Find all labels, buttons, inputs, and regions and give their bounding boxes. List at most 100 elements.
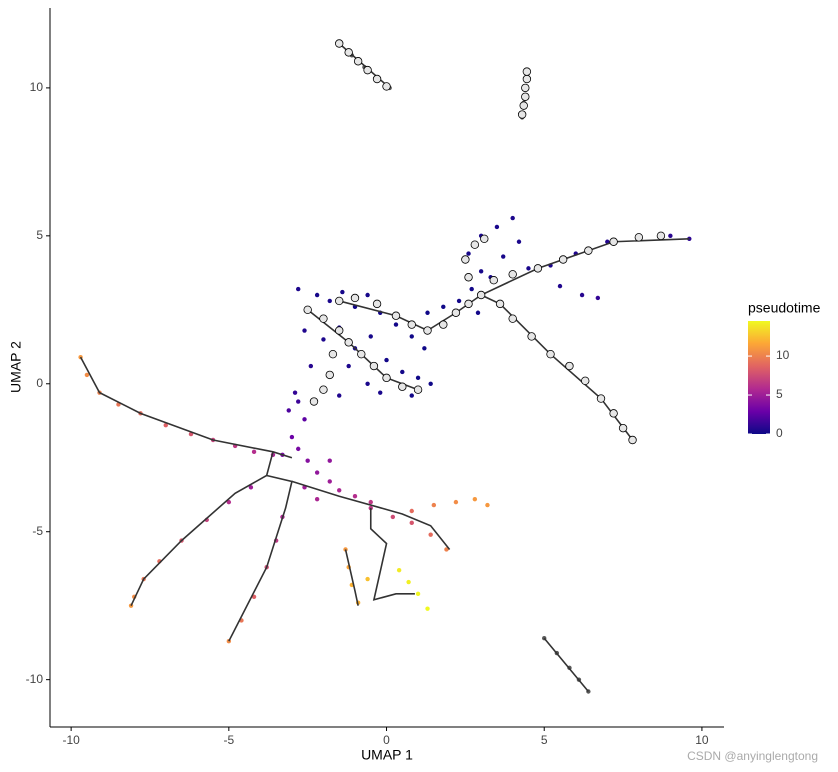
cell-point: [296, 286, 301, 292]
trajectory-node: [634, 233, 644, 242]
trajectory-node: [508, 314, 517, 323]
cell-point: [425, 310, 430, 315]
trajectory-node: [357, 349, 366, 359]
trajectory-node: [656, 231, 666, 241]
cell-point: [557, 283, 563, 289]
cell-point: [305, 458, 310, 463]
colorbar-tick-label: 5: [776, 387, 783, 401]
cell-point: [340, 289, 345, 295]
colorbar-title: pseudotime: [748, 300, 821, 316]
cell-point: [365, 576, 370, 582]
trajectory-node: [335, 39, 344, 48]
trajectory-node: [521, 83, 530, 93]
cell-point: [668, 233, 673, 239]
cell-point: [409, 520, 414, 526]
y-tick-label: -5: [32, 524, 43, 538]
trajectory-node: [382, 82, 391, 91]
trajectory-node: [325, 370, 334, 380]
cell-point: [226, 499, 232, 505]
trajectory-node: [489, 276, 498, 285]
cell-point: [302, 328, 307, 333]
cell-point: [441, 304, 446, 310]
trajectory-node: [596, 394, 606, 403]
trajectory-node: [546, 349, 555, 359]
cell-point: [485, 502, 490, 508]
cell-point: [314, 496, 320, 502]
colorbar-tick-label: 10: [776, 348, 790, 362]
cell-point: [478, 269, 484, 274]
cell-point: [415, 591, 421, 597]
trajectory-node: [480, 234, 489, 243]
trajectory-node: [344, 48, 353, 57]
trajectory-node: [464, 273, 473, 282]
trajectory-node: [372, 299, 382, 309]
cell-point: [469, 286, 474, 292]
colorbar-tick-label: 0: [776, 426, 783, 440]
trajectory-node: [363, 65, 372, 75]
trajectory-line: [369, 508, 415, 601]
y-tick-label: 5: [36, 228, 43, 242]
cell-point: [368, 499, 373, 505]
cell-point: [378, 390, 383, 395]
trajectory-node: [407, 320, 416, 329]
trajectory-node: [319, 314, 328, 323]
watermark: CSDN @anyinglengtong: [687, 749, 818, 763]
trajectory-line: [130, 451, 274, 607]
cell-point: [409, 393, 414, 398]
trajectory-node: [522, 67, 532, 76]
trajectory-node: [521, 92, 530, 101]
cell-point: [368, 334, 373, 339]
cell-point: [314, 292, 320, 298]
cell-point: [400, 369, 405, 375]
cell-point: [466, 251, 471, 256]
cell-point: [308, 363, 314, 369]
cell-point: [163, 422, 168, 428]
y-tick-label: 10: [30, 80, 44, 94]
trajectory-node: [527, 332, 536, 341]
cell-point: [251, 449, 257, 455]
cell-point: [428, 532, 433, 537]
trajectory-node: [584, 246, 593, 255]
trajectory-node: [369, 361, 379, 371]
x-tick-label: -10: [62, 733, 80, 747]
x-axis-label: UMAP 1: [361, 747, 413, 763]
cell-point: [289, 434, 295, 440]
trajectory-node: [451, 308, 461, 317]
cell-point: [393, 322, 399, 327]
x-tick-label: 10: [695, 733, 709, 747]
cell-point: [352, 494, 358, 499]
cell-point: [501, 254, 506, 259]
trajectory-node: [517, 110, 527, 119]
x-tick-label: -5: [223, 733, 234, 747]
trajectory-node: [382, 373, 391, 383]
cell-point: [365, 381, 370, 386]
cell-point: [526, 266, 531, 271]
y-axis-label: UMAP 2: [8, 341, 24, 393]
cell-point: [368, 505, 373, 511]
trajectory-line: [344, 549, 359, 606]
cell-point: [453, 499, 459, 505]
x-tick-label: 5: [541, 733, 548, 747]
cell-point: [292, 390, 298, 395]
trajectory-node: [303, 305, 312, 315]
trajectory-node: [628, 435, 637, 445]
trajectory-node: [309, 397, 319, 406]
colorbar: [748, 321, 770, 434]
cell-point: [472, 496, 478, 502]
cell-point: [406, 579, 411, 585]
cell-point: [321, 337, 326, 342]
cell-point: [327, 298, 332, 304]
trajectory-node: [350, 293, 360, 303]
trajectory-node: [344, 338, 353, 347]
cell-point: [296, 399, 301, 404]
trajectory-node: [328, 349, 338, 359]
cell-point: [314, 470, 320, 475]
trajectory-node: [391, 311, 401, 320]
cell-point: [475, 310, 481, 315]
trajectory-node: [470, 240, 480, 249]
x-tick-label: 0: [383, 733, 390, 747]
cell-point: [302, 417, 307, 422]
trajectory-node: [335, 296, 344, 306]
cell-point: [422, 346, 427, 351]
